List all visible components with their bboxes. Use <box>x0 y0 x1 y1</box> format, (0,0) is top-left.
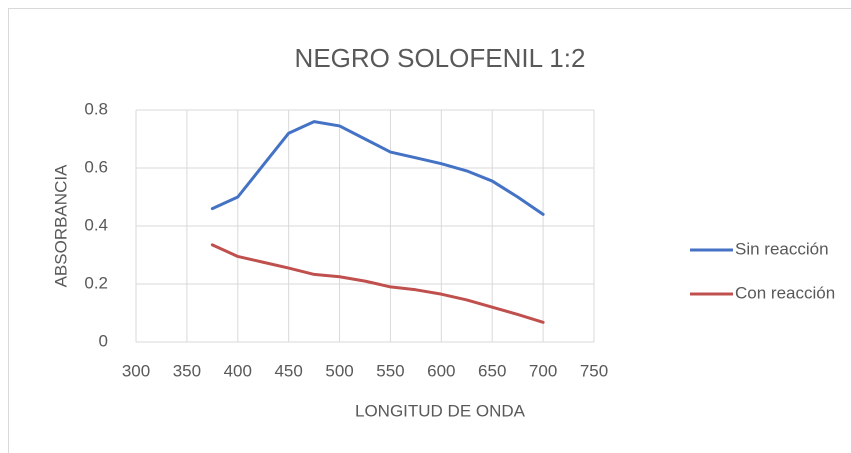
y-axis-label: ABSORBANCIA <box>51 164 70 287</box>
y-tick-label: 0.2 <box>84 273 108 292</box>
x-tick-label: 750 <box>580 361 608 380</box>
series-line <box>210 243 545 324</box>
x-tick-label: 600 <box>427 361 455 380</box>
chart-title: NEGRO SOLOFENIL 1:2 <box>295 43 586 73</box>
x-tick-label: 300 <box>122 361 150 380</box>
x-tick-label: 550 <box>376 361 404 380</box>
y-tick-label: 0.6 <box>84 157 108 176</box>
chart-border <box>8 8 851 453</box>
y-tick-label: 0 <box>99 331 108 350</box>
y-tick-label: 0.8 <box>84 99 108 118</box>
x-tick-label: 350 <box>173 361 201 380</box>
y-tick-label: 0.4 <box>84 215 108 234</box>
series-line <box>210 120 545 216</box>
x-tick-label: 400 <box>224 361 252 380</box>
legend-label: Con reacción <box>735 283 835 302</box>
x-axis-label: LONGITUD DE ONDA <box>355 401 526 420</box>
x-tick-label: 650 <box>478 361 506 380</box>
x-tick-label: 700 <box>529 361 557 380</box>
x-tick-label: 500 <box>325 361 353 380</box>
legend-label: Sin reacción <box>735 239 829 258</box>
x-tick-label: 450 <box>274 361 302 380</box>
